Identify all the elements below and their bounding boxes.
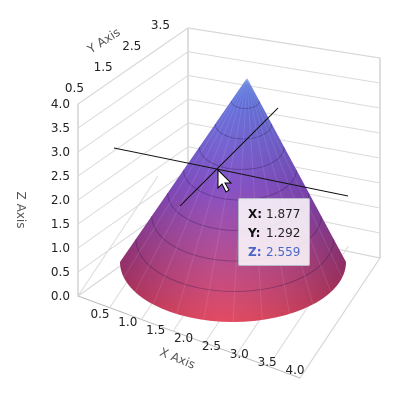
z-tick-label: 2.0: [51, 193, 70, 207]
tooltip-y-label: Y:: [248, 226, 261, 240]
z-grid-line: [77, 27, 189, 105]
cone-contour-ring: [135, 238, 335, 292]
z-grid-line: [187, 75, 381, 109]
x-tick-label: 3.5: [258, 355, 277, 369]
y-tick-label: 1.5: [94, 60, 113, 74]
tooltip-z-row: Z: 2.559: [248, 243, 309, 262]
cone-contour-ring: [151, 215, 322, 262]
data-tooltip: X: 1.877 Y: 1.292 Z: 2.559: [238, 198, 310, 266]
x-tick-label: 0.5: [90, 307, 109, 321]
x-axis-ticks: 0.5 1.0 1.5 2.0 2.5 3.0 3.5 4.0: [90, 307, 304, 377]
cone-contour-ring: [198, 146, 285, 170]
tooltip-z-value: 2.559: [266, 245, 301, 259]
z-grid-line: [77, 51, 189, 129]
x-axis-title: X Axis: [158, 345, 197, 372]
z-grid-line: [187, 51, 381, 84]
z-grid-line: [187, 27, 381, 59]
cone-surface: [120, 77, 346, 323]
tooltip-x-value: 1.877: [266, 207, 301, 221]
z-tick-label: 3.5: [51, 121, 70, 135]
tooltip-x-row: X: 1.877: [248, 205, 309, 224]
cone-meridian-line: [152, 77, 248, 305]
y-tick-label: 0.5: [65, 81, 84, 95]
z-grid-line: [77, 170, 189, 249]
z-grid-line: [187, 98, 381, 134]
mouse-cursor-icon: [217, 168, 233, 193]
tooltip-y-value: 1.292: [266, 226, 301, 240]
cone-meridian-line: [176, 77, 248, 315]
cone-meridian-line: [246, 77, 314, 305]
z-tick-label: 0.0: [51, 289, 70, 303]
tooltip-x-label: X:: [248, 207, 263, 221]
x-tick-label: 2.0: [174, 331, 193, 345]
tooltip-y-row: Y: 1.292: [248, 224, 309, 243]
x-tick-label: 1.0: [118, 315, 137, 329]
z-grid-line: [77, 75, 189, 153]
y-tick-label: 3.5: [151, 18, 170, 32]
z-tick-label: 4.0: [51, 97, 70, 111]
z-grid-line: [77, 122, 189, 201]
y-tick-label: 2.5: [122, 39, 141, 53]
x-tick-label: 3.0: [230, 347, 249, 361]
cone-meridian-line: [123, 77, 248, 278]
x-tick-label: 4.0: [285, 363, 304, 377]
cone-meridian-line: [246, 77, 332, 293]
z-axis-title: Z Axis: [14, 192, 28, 229]
cone-contour-ring: [230, 100, 260, 109]
z-tick-label: 1.5: [51, 217, 70, 231]
crosshair: [113, 107, 349, 207]
x-tick-label: 2.5: [202, 339, 221, 353]
z-tick-label: 0.5: [51, 265, 70, 279]
y-axis-ticks: 0.5 1.5 2.5 3.5: [65, 18, 170, 95]
floor-grid-line: [299, 257, 381, 379]
floor-grid-line: [77, 175, 159, 297]
tooltip-z-label: Z:: [248, 245, 262, 259]
cone-meridian-line: [203, 77, 248, 321]
cone-contour-ring: [214, 123, 273, 140]
y-axis-title: Y Axis: [84, 25, 123, 57]
cone-meridian-line: [134, 77, 248, 293]
z-tick-label: 3.0: [51, 145, 70, 159]
z-tick-label: 1.0: [51, 241, 70, 255]
z-grid-line: [77, 98, 189, 177]
z-axis-ticks: 0.0 0.5 1.0 1.5 2.0 2.5 3.0 3.5 4.0: [51, 97, 70, 303]
cone-meridian-line: [246, 77, 343, 278]
x-tick-label: 1.5: [146, 323, 165, 337]
z-tick-label: 2.5: [51, 169, 70, 183]
cone-meridian-line: [246, 77, 290, 315]
